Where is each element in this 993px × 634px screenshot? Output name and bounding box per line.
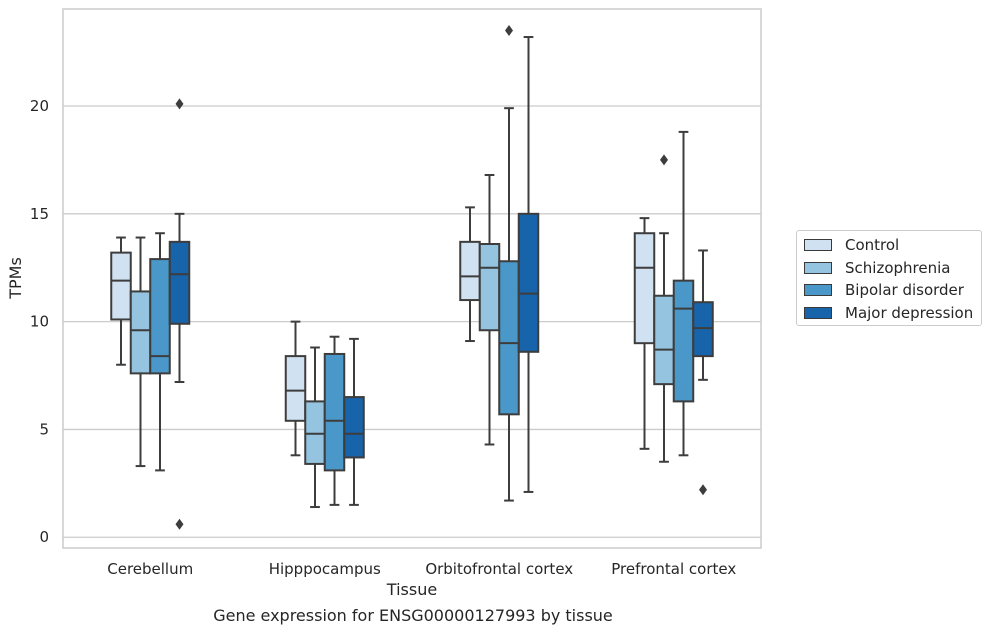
box-body bbox=[478, 243, 501, 332]
x-tick-labels: Cerebellum Hipppocampus Orbitofrontal cort… bbox=[107, 560, 736, 578]
plot-frame bbox=[62, 8, 762, 549]
y-tick-label-20: 20 bbox=[30, 97, 49, 115]
legend-item-schizophrenia: Schizophrenia bbox=[804, 258, 950, 278]
box-prefrontal-cortex-control bbox=[633, 217, 656, 450]
legend-item-bipolar-disorder: Bipolar disorder bbox=[804, 280, 964, 300]
x-tick-label-prefrontal-cortex: Prefrontal cortex bbox=[611, 560, 736, 578]
box-body bbox=[692, 301, 714, 358]
y-tick-label-0: 0 bbox=[39, 528, 49, 546]
box-series bbox=[110, 25, 714, 530]
legend-label-control: Control bbox=[845, 236, 900, 254]
box-orbitofrontal-cortex-control bbox=[459, 206, 481, 343]
box-hipppocampus-bipolar-disorder bbox=[323, 335, 346, 506]
box-cerebellum-major-depression bbox=[168, 98, 191, 530]
box-orbitofrontal-cortex-bipolar-disorder bbox=[498, 25, 520, 502]
legend-swatch-bipolar-disorder bbox=[804, 284, 832, 296]
outlier-point-0 bbox=[505, 25, 513, 37]
box-prefrontal-cortex-bipolar-disorder bbox=[672, 130, 695, 457]
figure-caption: Gene expression for ENSG00000127993 by t… bbox=[213, 606, 613, 625]
box-prefrontal-cortex-schizophrenia bbox=[653, 154, 675, 463]
box-orbitofrontal-cortex-major-depression bbox=[517, 36, 540, 493]
outlier-point-0 bbox=[175, 518, 184, 530]
legend-swatch-major-depression bbox=[804, 307, 832, 319]
box-body bbox=[304, 400, 326, 465]
box-cerebellum-schizophrenia bbox=[129, 236, 152, 468]
box-body bbox=[129, 290, 152, 375]
box-hipppocampus-major-depression bbox=[343, 337, 365, 506]
box-body bbox=[168, 240, 191, 325]
box-body bbox=[110, 251, 132, 321]
box-body bbox=[323, 352, 346, 472]
y-tick-label-5: 5 bbox=[39, 420, 49, 438]
box-body bbox=[517, 212, 540, 353]
box-body bbox=[498, 260, 520, 416]
outlier-point-0 bbox=[660, 154, 668, 166]
x-tick-label-hipppocampus: Hipppocampus bbox=[269, 560, 381, 578]
box-body bbox=[343, 396, 365, 459]
legend-swatch-schizophrenia bbox=[804, 262, 832, 274]
x-tick-label-orbitofrontal-cortex: Orbitofrontal cortex bbox=[425, 560, 573, 578]
y-tick-labels: 0 5 10 15 20 bbox=[30, 97, 49, 546]
box-orbitofrontal-cortex-schizophrenia bbox=[478, 174, 501, 446]
legend-label-schizophrenia: Schizophrenia bbox=[845, 259, 951, 277]
x-tick-label-cerebellum: Cerebellum bbox=[107, 560, 193, 578]
y-axis-label: TPMs bbox=[6, 257, 25, 300]
legend-label-bipolar-disorder: Bipolar disorder bbox=[845, 281, 964, 299]
legend-item-major-depression: Major depression bbox=[804, 303, 973, 323]
box-cerebellum-control bbox=[110, 236, 132, 366]
y-tick-label-10: 10 bbox=[30, 313, 49, 331]
legend-label-major-depression: Major depression bbox=[845, 304, 974, 322]
legend: Control Schizophrenia Bipolar disorder M… bbox=[796, 230, 982, 326]
outlier-point-1 bbox=[175, 98, 184, 110]
box-prefrontal-cortex-major-depression bbox=[692, 249, 714, 496]
outlier-point-0 bbox=[699, 484, 707, 496]
y-tick-label-15: 15 bbox=[30, 205, 49, 223]
box-body bbox=[633, 232, 656, 345]
x-axis-label: Tissue bbox=[386, 580, 437, 599]
box-body bbox=[459, 240, 481, 302]
box-body bbox=[284, 355, 307, 422]
box-cerebellum-bipolar-disorder bbox=[149, 232, 171, 472]
legend-swatch-control bbox=[804, 239, 832, 251]
box-hipppocampus-schizophrenia bbox=[304, 346, 326, 509]
box-body bbox=[653, 294, 675, 386]
box-hipppocampus-control bbox=[284, 320, 307, 457]
box-body bbox=[672, 279, 695, 403]
legend-item-control: Control bbox=[804, 235, 899, 255]
